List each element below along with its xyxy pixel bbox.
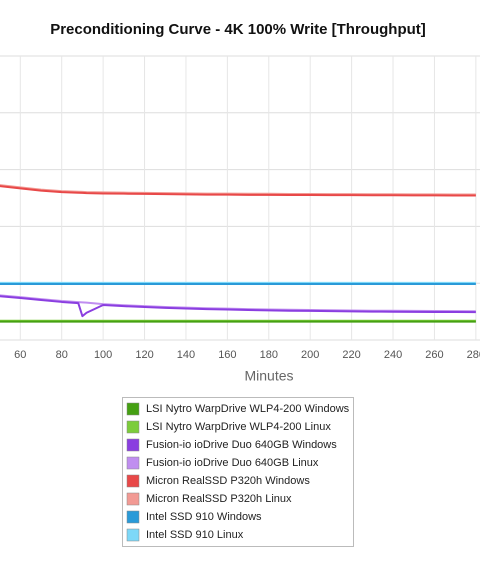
legend-label: LSI Nytro WarpDrive WLP4-200 Linux xyxy=(146,421,331,433)
legend-label: LSI Nytro WarpDrive WLP4-200 Windows xyxy=(146,403,350,415)
series-line xyxy=(0,185,476,197)
x-tick-label: 280 xyxy=(467,349,480,361)
legend-label: Fusion-io ioDrive Duo 640GB Linux xyxy=(146,457,319,469)
chart-title: Preconditioning Curve - 4K 100% Write [T… xyxy=(50,21,426,38)
legend-swatch xyxy=(126,420,140,434)
x-tick-label: 100 xyxy=(94,349,112,361)
series-line xyxy=(0,295,476,318)
legend-swatch xyxy=(126,438,140,452)
legend-box xyxy=(122,397,354,547)
legend-label: Micron RealSSD P320h Windows xyxy=(146,475,310,487)
legend-label: Micron RealSSD P320h Linux xyxy=(146,493,292,505)
x-tick-label: 240 xyxy=(384,349,402,361)
x-tick-label: 260 xyxy=(425,349,443,361)
x-tick-label: 200 xyxy=(301,349,319,361)
legend-swatch xyxy=(126,402,140,416)
x-tick-label: 180 xyxy=(260,349,278,361)
x-tick-label: 80 xyxy=(56,349,68,361)
legend-label: Intel SSD 910 Windows xyxy=(146,511,262,523)
x-axis-title: Minutes xyxy=(244,368,293,384)
legend-label: Fusion-io ioDrive Duo 640GB Windows xyxy=(146,439,337,451)
x-tick-label: 220 xyxy=(342,349,360,361)
x-tick-label: 140 xyxy=(177,349,195,361)
x-tick-label: 60 xyxy=(14,349,26,361)
series-line xyxy=(0,184,476,196)
legend-swatch xyxy=(126,492,140,506)
legend-swatch xyxy=(126,528,140,542)
x-tick-label: 160 xyxy=(218,349,236,361)
legend-swatch xyxy=(126,474,140,488)
x-tick-label: 120 xyxy=(135,349,153,361)
legend-label: Intel SSD 910 Linux xyxy=(146,529,244,541)
legend-swatch xyxy=(126,456,140,470)
legend-swatch xyxy=(126,510,140,524)
